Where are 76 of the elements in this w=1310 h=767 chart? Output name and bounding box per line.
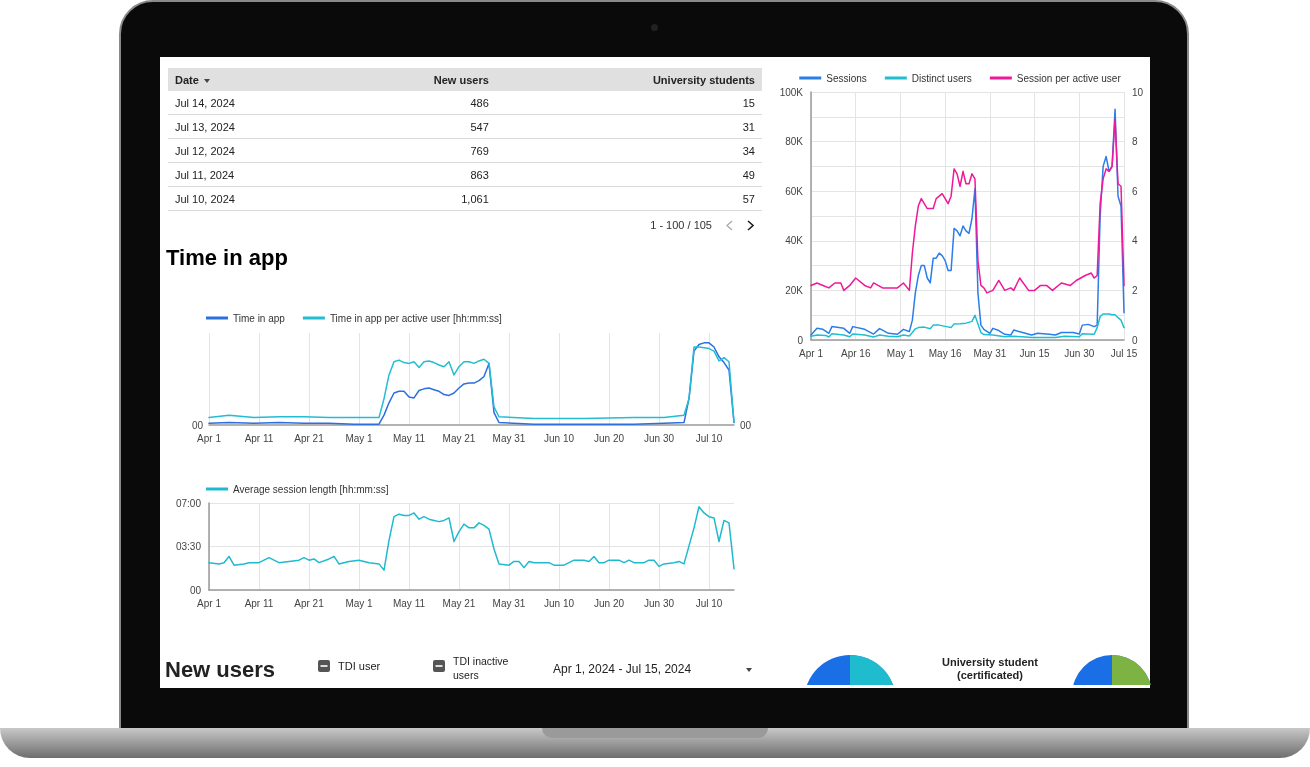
y-tick-label: 07:00 xyxy=(175,497,202,509)
y-tick-label: 100K xyxy=(779,86,804,98)
text: New users xyxy=(165,657,276,683)
x-tick-label: Apr 1 xyxy=(197,597,222,609)
x-tick-label: Jun 20 xyxy=(593,597,625,609)
x-tick-label: Jun 10 xyxy=(543,597,575,609)
legend-label: Sessions xyxy=(826,72,867,84)
y2-tick-label: 6 xyxy=(1132,185,1138,197)
data-label: 15 xyxy=(495,91,762,115)
legend-label: Session per active user xyxy=(1016,72,1122,84)
data-label: 34 xyxy=(495,138,762,163)
data-label: 57 xyxy=(495,186,762,211)
y-tick-label: 0 xyxy=(797,334,804,346)
text: Apr 1, 2024 - Jul 15, 2024 xyxy=(553,662,692,676)
x-tick-label: Jul 10 xyxy=(695,597,723,609)
legend-label: Time in app xyxy=(233,312,286,324)
x-tick-label: May 21 xyxy=(442,432,476,444)
x-tick-label: Apr 21 xyxy=(294,432,325,444)
x-tick-label: May 16 xyxy=(928,347,962,359)
x-tick-label: Apr 21 xyxy=(294,597,325,609)
data-label: 769 xyxy=(337,138,496,163)
x-tick-label: May 1 xyxy=(886,347,915,359)
y2-tick-label: 0 xyxy=(1132,334,1138,346)
x-tick-label: Apr 11 xyxy=(244,432,274,444)
chart-title: Time in app xyxy=(166,244,289,272)
legend-label: Distinct users xyxy=(911,72,972,84)
x-tick-label: Jun 30 xyxy=(643,432,675,444)
legend-label: Time in app per active user [hh:mm:ss] xyxy=(329,312,503,324)
data-label: 49 xyxy=(495,162,762,187)
x-tick-label: Apr 1 xyxy=(799,347,824,359)
category-label: Jul 12, 2024 xyxy=(168,138,338,163)
line-series xyxy=(810,118,1125,294)
x-tick-label: Jun 20 xyxy=(593,432,625,444)
category-label: Jul 11, 2024 xyxy=(168,162,338,187)
category-label: Jul 13, 2024 xyxy=(168,114,338,139)
y2-tick-label: 8 xyxy=(1132,136,1138,148)
x-tick-label: Jul 15 xyxy=(1110,347,1138,359)
x-tick-label: May 1 xyxy=(345,597,374,609)
x-tick-label: May 21 xyxy=(442,597,476,609)
text: 1 - 100 / 105 xyxy=(650,219,712,231)
y-tick-label: 40K xyxy=(785,235,804,247)
x-tick-label: Jul 10 xyxy=(695,432,723,444)
line-series xyxy=(810,108,1125,336)
x-tick-label: Jun 10 xyxy=(543,432,575,444)
text: TDI inactive users xyxy=(453,654,510,682)
y-tick-label: 60K xyxy=(785,185,804,197)
x-tick-label: Apr 11 xyxy=(244,597,274,609)
x-tick-label: May 1 xyxy=(345,432,374,444)
y2-tick-label: 10 xyxy=(1132,86,1144,98)
x-tick-label: Jun 30 xyxy=(1064,347,1095,359)
x-tick-label: May 11 xyxy=(392,432,426,444)
category-label: Jul 14, 2024 xyxy=(168,91,338,115)
x-tick-label: Apr 16 xyxy=(840,347,871,359)
x-tick-label: May 31 xyxy=(973,347,1007,359)
x-tick-label: Jun 15 xyxy=(1019,347,1051,359)
text: University student (certificated) xyxy=(941,656,1039,682)
x-tick-label: May 31 xyxy=(492,597,526,609)
data-label: 486 xyxy=(337,91,496,115)
data-label: 31 xyxy=(495,114,762,139)
x-tick-label: May 11 xyxy=(392,597,426,609)
data-label: 547 xyxy=(337,114,496,139)
y2-tick-label: 2 xyxy=(1132,284,1138,296)
x-tick-label: May 31 xyxy=(492,432,526,444)
y-tick-label: 80K xyxy=(785,136,804,148)
y2-tick-label: 4 xyxy=(1132,235,1138,247)
y-tick-label: 20K xyxy=(785,284,804,296)
data-label: 863 xyxy=(337,162,496,187)
category-label: Jul 10, 2024 xyxy=(168,186,338,211)
x-tick-label: Jun 30 xyxy=(643,597,675,609)
y-tick-label: 00 xyxy=(189,584,202,596)
annotation: 00 xyxy=(740,419,752,431)
x-tick-label: Apr 1 xyxy=(197,432,222,444)
text: TDI user xyxy=(338,660,381,672)
y-tick-label: 03:30 xyxy=(175,541,202,552)
data-label: 1,061 xyxy=(337,186,496,211)
legend-label: Average session length [hh:mm:ss] xyxy=(233,483,389,495)
